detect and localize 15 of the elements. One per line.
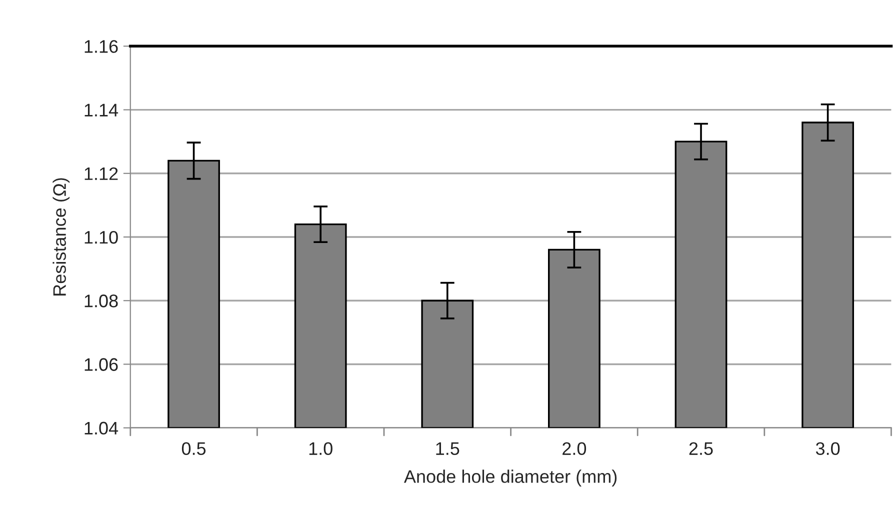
y-tick-label: 1.14 bbox=[84, 104, 118, 116]
x-tick-label: 1.5 bbox=[436, 442, 460, 455]
x-tick-label: 2.5 bbox=[689, 442, 713, 455]
x-tick-label: 1.0 bbox=[309, 442, 332, 455]
y-tick-label: 1.16 bbox=[84, 40, 118, 53]
x-tick-label: 0.5 bbox=[182, 442, 206, 455]
y-tick-label: 1.04 bbox=[84, 422, 118, 435]
y-tick-label: 1.08 bbox=[84, 294, 118, 308]
y-tick-label: 1.06 bbox=[84, 358, 118, 371]
x-tick-label: 2.0 bbox=[562, 442, 586, 455]
x-tick-label: 3.0 bbox=[816, 442, 840, 455]
y-tick-label: 1.10 bbox=[84, 230, 118, 244]
y-axis-title: Resistance (Ω) bbox=[52, 178, 70, 296]
y-tick-label: 1.12 bbox=[84, 167, 118, 180]
x-axis-title: Anode hole diameter (mm) bbox=[404, 470, 617, 486]
